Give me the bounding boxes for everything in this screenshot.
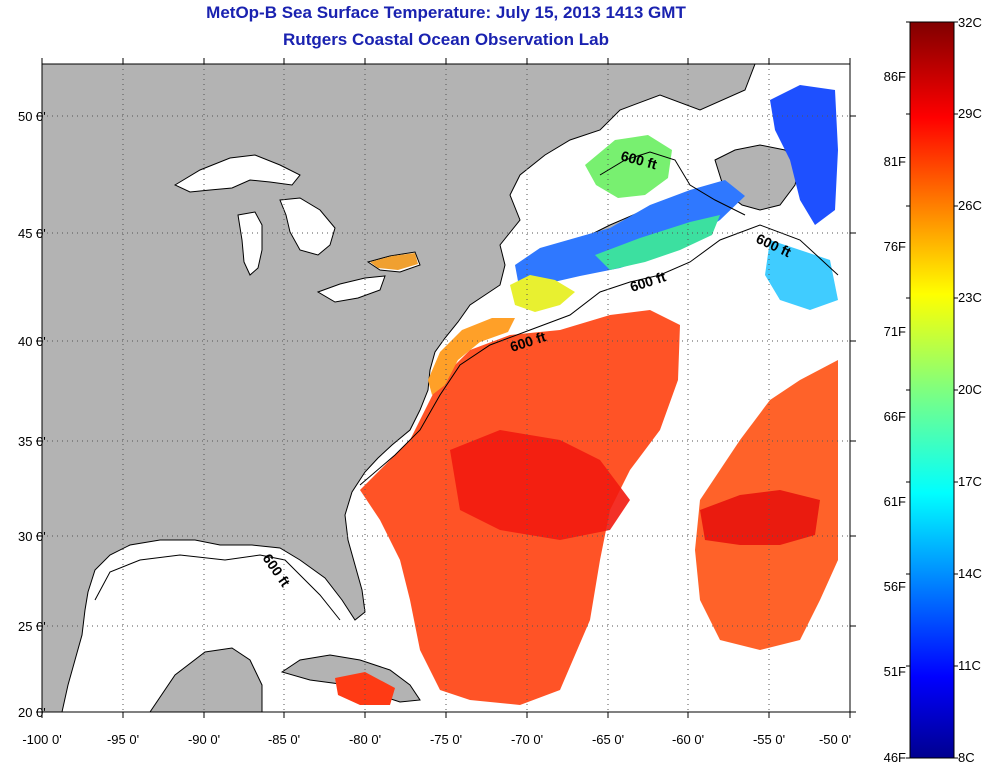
colorbar-fahrenheit-label: 51F (884, 664, 906, 679)
colorbar-fahrenheit-label: 76F (884, 239, 906, 254)
colorbar-celsius-label: 26C (958, 198, 982, 213)
sst-warm-core (450, 430, 630, 540)
colorbar: 32C 29C 26C 23C 20C 17C 14C 11C 8C 86F 8… (884, 15, 982, 765)
colorbar-fahrenheit-label: 71F (884, 324, 906, 339)
sst-scotian-shelf (595, 215, 720, 270)
colorbar-celsius-label: 20C (958, 382, 982, 397)
map-subtitle: Rutgers Coastal Ocean Observation Lab (283, 30, 609, 49)
colorbar-fahrenheit-label: 81F (884, 154, 906, 169)
colorbar-celsius-label: 14C (958, 566, 982, 581)
land-yucatan (149, 647, 263, 712)
sst-gulf-of-maine (515, 180, 745, 292)
lon-label: -75 0' (430, 732, 462, 747)
lat-label: 35 0' (18, 434, 46, 449)
lat-label: 20 0' (18, 705, 46, 720)
lon-label: -70 0' (511, 732, 543, 747)
great-lakes (173, 154, 421, 303)
colorbar-celsius-label: 11C (958, 658, 981, 673)
sst-grand-banks (765, 240, 838, 310)
colorbar-celsius-label: 8C (958, 750, 975, 765)
lat-label: 25 0' (18, 619, 46, 634)
sst-east-atlantic-hot (700, 490, 820, 545)
colorbar-fahrenheit-label: 56F (884, 579, 906, 594)
lon-label: -100 0' (22, 732, 61, 747)
lat-label: 30 0' (18, 529, 46, 544)
sst-lake-ontario (370, 253, 418, 270)
colorbar-celsius-label: 23C (958, 290, 982, 305)
colorbar-celsius-label: 32C (958, 15, 982, 30)
lon-label: -80 0' (349, 732, 381, 747)
lat-label: 40 0' (18, 334, 46, 349)
sst-mid-atlantic-shelf (428, 318, 515, 395)
lon-label: -50 0' (819, 732, 851, 747)
colorbar-celsius-label: 29C (958, 106, 982, 121)
sst-labrador (770, 85, 838, 225)
isobath-600ft-nova (599, 151, 746, 216)
lat-label: 50 0' (18, 109, 46, 124)
lon-label: -90 0' (188, 732, 220, 747)
isobath-600ft-gulf (94, 554, 341, 621)
sst-st-lawrence (585, 135, 672, 198)
lon-label: -85 0' (268, 732, 300, 747)
colorbar-gradient (909, 21, 955, 759)
sst-gulf-of-maine-yellow (510, 275, 575, 312)
colorbar-fahrenheit-label: 66F (884, 409, 906, 424)
lon-label: -95 0' (107, 732, 139, 747)
lat-label: 45 0' (18, 226, 46, 241)
colorbar-fahrenheit-label: 61F (884, 494, 906, 509)
lon-label: -60 0' (672, 732, 704, 747)
sst-caribbean (335, 672, 395, 705)
lon-label: -65 0' (592, 732, 624, 747)
lon-label: -55 0' (753, 732, 785, 747)
map-title: MetOp-B Sea Surface Temperature: July 15… (206, 3, 686, 22)
isobath-600ft (359, 224, 839, 486)
colorbar-celsius-label: 17C (958, 474, 982, 489)
land-north-america (42, 64, 756, 712)
colorbar-fahrenheit-label: 86F (884, 69, 906, 84)
colorbar-fahrenheit-label: 46F (884, 750, 906, 765)
